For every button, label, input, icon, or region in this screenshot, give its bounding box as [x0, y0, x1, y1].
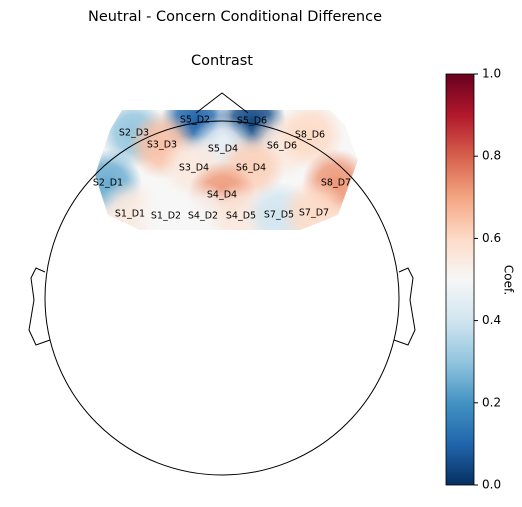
head — [44, 120, 400, 476]
colorbar-tick-label: 0.4 — [482, 313, 501, 327]
topomap — [95, 110, 358, 230]
channel-label: S4_D2 — [188, 211, 218, 222]
chart-title: Neutral - Concern Conditional Difference — [88, 9, 382, 25]
channel-label: S6_D6 — [267, 141, 297, 152]
colorbar-tick-label: 0.8 — [482, 149, 501, 163]
channel-label: S1_D2 — [151, 211, 181, 222]
channel-label: S7_D7 — [299, 208, 329, 219]
right-ear — [393, 267, 416, 346]
colorbar-label: Coef. — [502, 265, 516, 295]
channel-value — [280, 179, 348, 230]
colorbar-tick-label: 0.0 — [482, 478, 501, 492]
channel-label: S3_D3 — [147, 140, 177, 151]
channel-label: S5_D2 — [180, 115, 210, 126]
channel-label: S1_D1 — [115, 209, 145, 220]
channel-label: S7_D5 — [264, 210, 294, 221]
channel-label: S4_D4 — [207, 190, 237, 201]
channel-label: S8_D6 — [295, 130, 325, 141]
colorbar-tick-label: 0.2 — [482, 395, 501, 409]
colorbar-tick-label: 0.6 — [482, 231, 501, 245]
head-outline — [28, 92, 416, 476]
channel-label: S6_D4 — [236, 163, 266, 174]
left-ear — [28, 267, 51, 346]
channel-label: S2_D1 — [93, 178, 123, 189]
channel-label: S5_D6 — [237, 116, 267, 127]
channel-label: S3_D4 — [179, 163, 209, 174]
colorbar — [445, 73, 475, 486]
channel-label: S2_D3 — [119, 128, 149, 139]
channel-label: S4_D5 — [226, 211, 256, 222]
colorbar-tick-label: 1.0 — [482, 67, 501, 81]
nose — [195, 92, 249, 114]
subtitle: Contrast — [191, 53, 253, 69]
channel-label: S8_D7 — [321, 178, 351, 189]
channel-label: S5_D4 — [208, 144, 238, 155]
